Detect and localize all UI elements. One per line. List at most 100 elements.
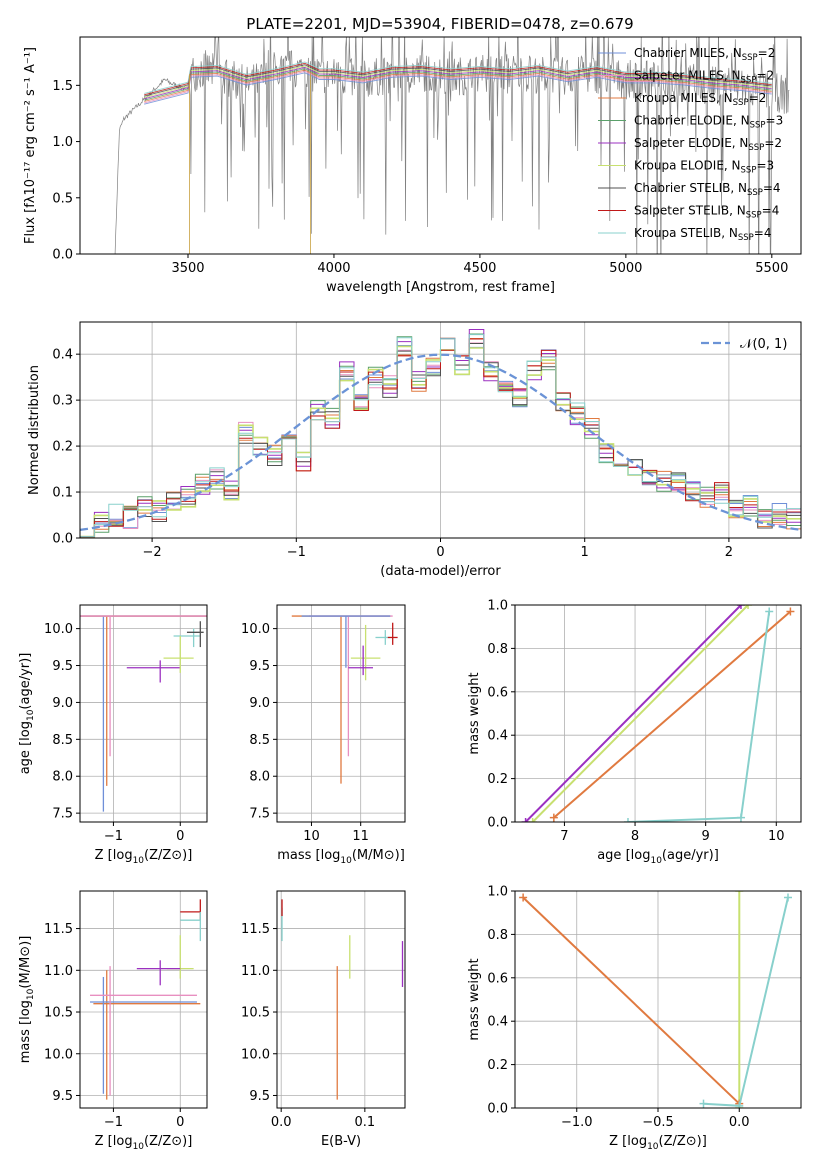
y-tick-label: 7.5 xyxy=(249,807,270,822)
errorbar-point xyxy=(186,621,204,648)
panel-spectrum: 3500 4000 4500 5000 5500 0.0 0.5 1.0 1.5 waveleng… xyxy=(23,36,802,295)
errorbar-point xyxy=(180,911,201,942)
y-tick-label: 11.5 xyxy=(44,922,73,937)
cumulative-weight-line xyxy=(703,897,789,1107)
x-tick-label: −0.5 xyxy=(642,1115,674,1130)
x-tick-label: 0 xyxy=(176,829,184,844)
y-tick-label: 9.5 xyxy=(249,1089,270,1104)
y-tick-label: 8.5 xyxy=(52,733,73,748)
axes-frame xyxy=(514,604,802,823)
x-axis-label: Z [log10(Z/Z⊙)] xyxy=(609,1134,707,1152)
y-tick-label: 1.0 xyxy=(487,885,508,900)
y-tick-label: 0.4 xyxy=(487,1015,508,1030)
model-line xyxy=(144,64,772,97)
weight-marker xyxy=(735,891,744,895)
y-axis-label: Normed distribution xyxy=(27,365,42,495)
x-tick-label: 10 xyxy=(303,829,320,844)
x-tick-label: 0 xyxy=(176,1115,184,1130)
y-tick-label: 8.5 xyxy=(249,733,270,748)
model-line xyxy=(144,72,772,105)
y-tick-label: 9.5 xyxy=(249,659,270,674)
weight-marker xyxy=(623,818,632,822)
y-tick-label: 7.5 xyxy=(52,807,73,822)
x-tick-label: 8 xyxy=(631,829,639,844)
model-line xyxy=(144,66,772,100)
legend-label: Chabrier STELIB, NSSP=4 xyxy=(634,181,781,198)
x-axis-label: (data-model)/error xyxy=(380,564,501,579)
cumulative-weight-line xyxy=(531,605,749,822)
y-tick-label: 0.0 xyxy=(52,248,73,263)
weight-marker xyxy=(744,605,753,609)
y-tick-label: 0.6 xyxy=(487,685,508,700)
x-axis-label: wavelength [Angstrom, rest frame] xyxy=(326,280,555,295)
errorbar-point xyxy=(291,615,391,784)
y-tick-label: 0.5 xyxy=(52,191,73,206)
errorbar-point xyxy=(350,624,381,681)
axes-frame xyxy=(79,604,208,823)
model-line xyxy=(144,62,772,96)
y-tick-label: 0.2 xyxy=(487,1058,508,1073)
x-tick-label: 1 xyxy=(581,545,589,560)
y-tick-label: 8.0 xyxy=(249,770,270,785)
x-tick-label: 0.0 xyxy=(271,1115,292,1130)
y-tick-label: 0.8 xyxy=(487,642,508,657)
axes-frame xyxy=(79,36,802,255)
panel-weight_vs_age: 7 8 9 10 0.0 0.2 0.4 0.6 0.8 1.0 age [log10(age/yr… xyxy=(467,599,802,866)
histogram-step xyxy=(80,338,801,538)
errorbar-point xyxy=(90,976,197,1094)
panel-age_vs_mass: 10 11 7.5 8.0 8.5 9.0 9.5 10.0 mass [log10(M/M⊙)… xyxy=(241,604,406,866)
model-line xyxy=(144,70,772,104)
plot-area xyxy=(90,899,201,1100)
observed-spectrum xyxy=(114,37,790,254)
y-tick-label: 0.0 xyxy=(487,1102,508,1117)
legend-label: Salpeter MILES, NSSP=2 xyxy=(634,69,774,86)
x-axis-label: E(B-V) xyxy=(321,1134,361,1149)
panel-weight_vs_Z: −1.0 −0.5 0.0 0.0 0.2 0.4 0.6 0.8 1.0 Z [log10(Z/… xyxy=(467,885,802,1152)
plot-area xyxy=(114,37,790,254)
x-tick-label: −1 xyxy=(104,1115,123,1130)
y-tick-label: 10.5 xyxy=(241,1006,270,1021)
plot-area xyxy=(291,615,398,784)
plot-area xyxy=(519,891,792,1108)
model-line xyxy=(144,61,772,94)
x-tick-label: 4500 xyxy=(463,261,496,276)
y-tick-label: 10.5 xyxy=(44,1006,73,1021)
errorbar-point xyxy=(301,615,391,668)
figure-title: PLATE=2201, MJD=53904, FIBERID=0478, z=0… xyxy=(246,15,633,33)
model-line xyxy=(144,69,772,102)
errorbar-point xyxy=(93,970,201,1100)
plot-area xyxy=(281,899,404,1100)
cumulative-weight-line xyxy=(627,611,771,822)
legend-label: Salpeter STELIB, NSSP=4 xyxy=(634,204,779,221)
x-axis-label: mass [log10(M/M⊙)] xyxy=(277,848,405,866)
errorbar-point xyxy=(166,935,194,979)
y-tick-label: 0.4 xyxy=(52,348,73,363)
y-tick-label: 0.0 xyxy=(487,816,508,831)
y-tick-label: 10.0 xyxy=(44,622,73,637)
cumulative-weight-line xyxy=(553,610,792,819)
x-tick-label: 5000 xyxy=(609,261,642,276)
model-line xyxy=(144,68,772,101)
errorbar-point xyxy=(348,645,373,676)
y-tick-label: 0.1 xyxy=(52,486,73,501)
y-tick-label: 0.0 xyxy=(52,532,73,547)
x-tick-label: 0 xyxy=(436,545,444,560)
y-axis-label: mass [log10(M/M⊙)] xyxy=(18,936,36,1064)
y-tick-label: 10.0 xyxy=(241,1047,270,1062)
y-tick-label: 0.3 xyxy=(52,394,73,409)
errorbar-point xyxy=(80,615,207,757)
y-tick-label: 8.0 xyxy=(52,770,73,785)
y-tick-label: 0.4 xyxy=(487,729,508,744)
y-tick-label: 1.5 xyxy=(52,79,73,94)
x-axis-label: Z [log10(Z/Z⊙)] xyxy=(95,848,193,866)
legend: Chabrier MILES, NSSP=2 Salpeter MILES, NS… xyxy=(598,46,783,243)
weight-marker xyxy=(519,893,528,902)
panel-mass_vs_Z: −1 0 9.5 10.0 10.5 11.0 11.5 Z [log10(Z/Z⊙)] mas… xyxy=(18,890,208,1152)
y-tick-label: 10.0 xyxy=(241,622,270,637)
panel-age_vs_Z: −1 0 7.5 8.0 8.5 9.0 9.5 10.0 Z [log10(Z/Z⊙)] age… xyxy=(18,604,208,866)
errorbar-point xyxy=(90,966,197,1096)
x-tick-label: 11 xyxy=(352,829,369,844)
axes-frame xyxy=(276,890,406,1109)
errorbar-point xyxy=(163,636,194,673)
